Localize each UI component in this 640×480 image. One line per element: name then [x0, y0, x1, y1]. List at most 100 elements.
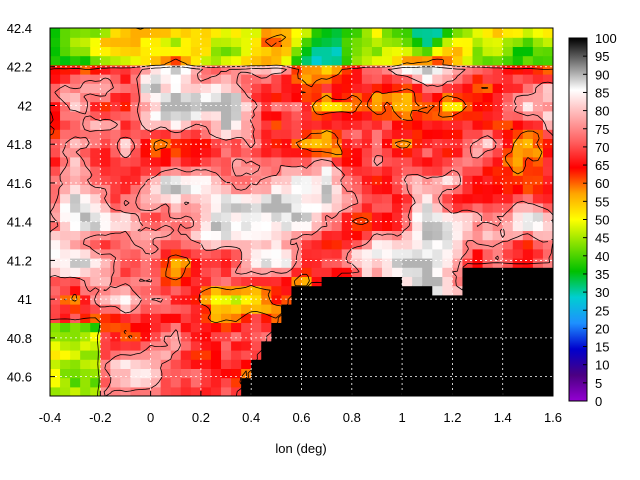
heatmap-cell: [100, 28, 111, 38]
heatmap-cell: [412, 350, 423, 360]
heatmap-cell: [512, 221, 524, 231]
heatmap-cell: [110, 368, 122, 379]
heatmap-cell: [110, 331, 122, 342]
heatmap-cell: [80, 386, 91, 396]
heatmap-cell: [512, 83, 524, 93]
heatmap-cell: [221, 368, 232, 379]
heatmap-cell: [432, 101, 443, 112]
heatmap-cell: [231, 166, 242, 176]
heatmap-cell: [482, 166, 494, 176]
heatmap-cell: [281, 294, 293, 305]
heatmap-cell: [492, 166, 504, 176]
heatmap-cell: [331, 28, 343, 38]
heatmap-cell: [472, 368, 484, 379]
heatmap-cell: [311, 175, 323, 185]
heatmap-cell: [190, 368, 202, 379]
heatmap-cell: [140, 230, 152, 241]
heatmap-cell: [90, 92, 101, 103]
heatmap-cell: [271, 175, 282, 185]
heatmap-cell: [60, 193, 71, 204]
heatmap-cell: [180, 138, 192, 149]
heatmap-cell: [522, 212, 534, 222]
y-tick-label: 41: [18, 292, 32, 307]
heatmap-cell: [100, 101, 111, 112]
heatmap-cell: [472, 212, 484, 222]
heatmap-cell: [321, 55, 333, 66]
heatmap-cell: [130, 129, 142, 139]
heatmap-cell: [231, 147, 242, 158]
heatmap-cell: [502, 55, 514, 66]
heatmap-cell: [422, 304, 433, 314]
heatmap-cell: [502, 193, 514, 204]
heatmap-cell: [231, 120, 242, 130]
heatmap-cell: [361, 147, 373, 158]
heatmap-cell: [180, 64, 192, 75]
heatmap-cell: [170, 92, 182, 103]
heatmap-cell: [160, 64, 172, 75]
heatmap-cell: [130, 101, 142, 112]
heatmap-cell: [130, 331, 142, 342]
heatmap-cell: [221, 294, 232, 305]
heatmap-cell: [190, 55, 202, 66]
heatmap-cell: [221, 258, 232, 268]
heatmap-cell: [210, 239, 222, 250]
heatmap-cell: [432, 92, 443, 103]
heatmap-cell: [261, 212, 272, 222]
heatmap-cell: [80, 304, 91, 314]
heatmap-cell: [422, 110, 433, 121]
heatmap-cell: [422, 193, 433, 204]
heatmap-cell: [472, 55, 484, 66]
heatmap-cell: [361, 46, 373, 57]
heatmap-cell: [331, 212, 343, 222]
heatmap-cell: [452, 156, 464, 167]
heatmap-cell: [180, 386, 192, 396]
heatmap-cell: [271, 322, 282, 333]
heatmap-cell: [371, 55, 383, 66]
heatmap-cell: [261, 83, 272, 93]
heatmap-cell: [140, 156, 152, 167]
heatmap-cell: [442, 83, 453, 93]
heatmap-cell: [442, 304, 453, 314]
heatmap-cell: [442, 359, 453, 369]
heatmap-cell: [472, 138, 484, 149]
heatmap-cell: [180, 239, 192, 250]
heatmap-cell: [120, 359, 132, 369]
heatmap-cell: [482, 248, 494, 259]
heatmap-cell: [80, 138, 91, 149]
heatmap-cell: [251, 350, 262, 360]
heatmap-cell: [120, 156, 132, 167]
heatmap-cell: [110, 156, 122, 167]
heatmap-cell: [70, 129, 81, 139]
heatmap-cell: [502, 313, 514, 323]
heatmap-cell: [542, 55, 553, 66]
colorbar-tick-label: 50: [595, 213, 609, 228]
heatmap-cell: [110, 267, 122, 277]
heatmap-cell: [210, 258, 222, 268]
heatmap-cell: [381, 313, 393, 323]
colorbar-tick-label: 40: [595, 249, 609, 264]
heatmap-cell: [542, 46, 553, 57]
heatmap-cell: [321, 202, 333, 213]
heatmap-cell: [331, 230, 343, 241]
heatmap-cell: [140, 221, 152, 231]
heatmap-cell: [301, 221, 313, 231]
heatmap-cell: [442, 331, 453, 342]
heatmap-cell: [351, 368, 363, 379]
heatmap-cell: [70, 120, 81, 130]
heatmap-cell: [412, 202, 423, 213]
colorbar-tick-label: 20: [595, 321, 609, 336]
heatmap-cell: [271, 267, 282, 277]
heatmap-cell: [442, 248, 453, 259]
heatmap-cell: [331, 64, 343, 75]
heatmap-cell: [140, 267, 152, 277]
heatmap-cell: [241, 110, 252, 121]
contour-line: [50, 28, 553, 396]
heatmap-cell: [150, 156, 162, 167]
heatmap-cell: [190, 110, 202, 121]
heatmap-cell: [452, 368, 464, 379]
heatmap-cell: [241, 304, 252, 314]
heatmap-cell: [402, 55, 413, 66]
heatmap-cell: [60, 304, 71, 314]
heatmap-cell: [392, 322, 403, 333]
heatmap-cell: [502, 138, 514, 149]
